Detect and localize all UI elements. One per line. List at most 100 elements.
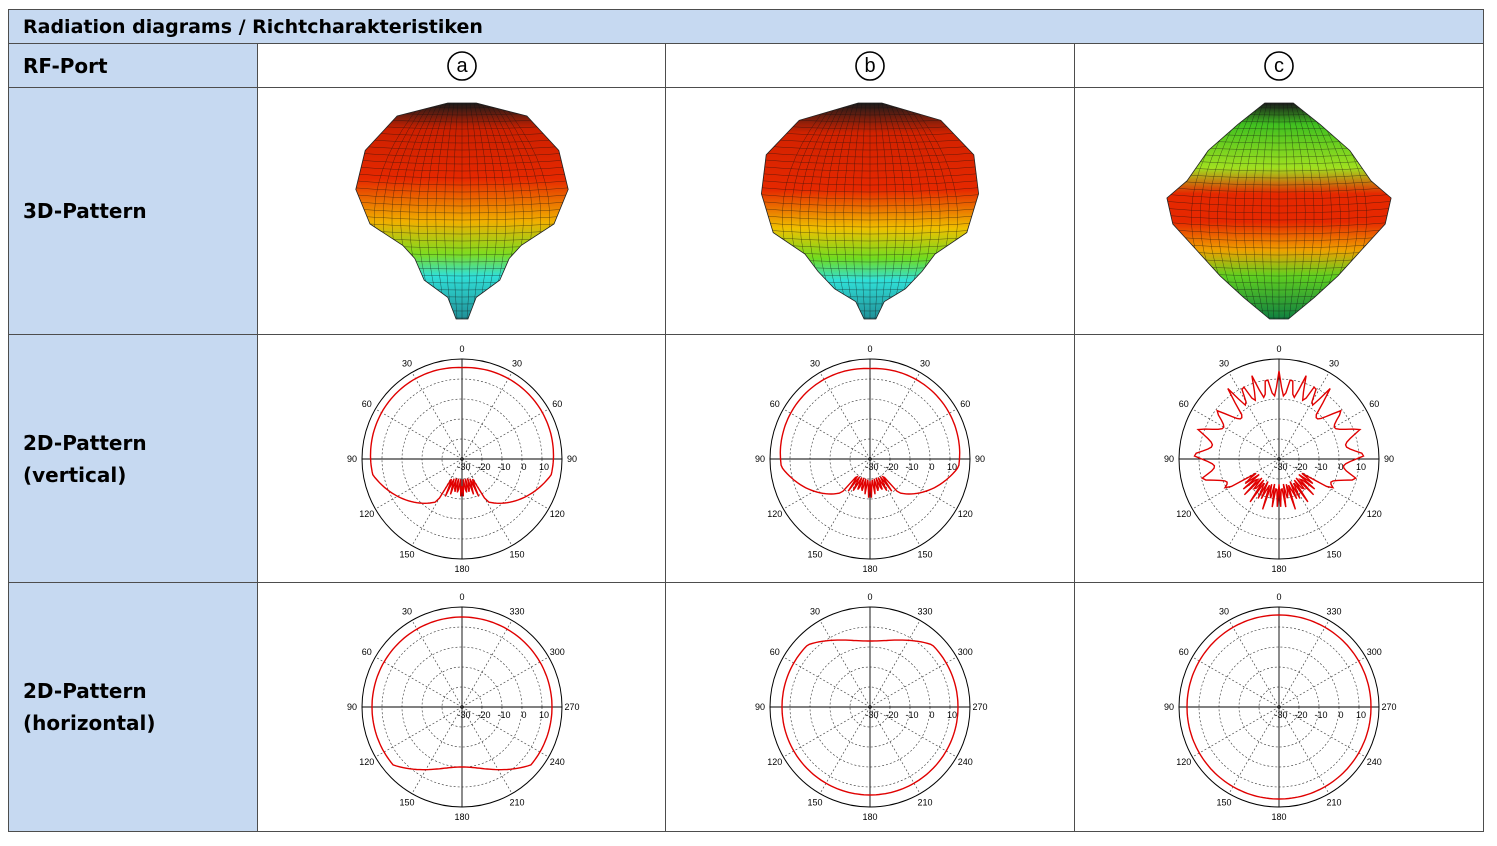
polar-angle-label: 120 [359, 757, 374, 767]
polar-ring-label: 0 [929, 710, 934, 720]
polar-angle-label: 210 [509, 797, 524, 807]
polar-ring-label: -10 [905, 710, 918, 720]
polar-angle-label: 60 [552, 399, 562, 409]
polar-spoke [1278, 706, 1330, 794]
polar-angle-label: 30 [401, 358, 411, 368]
port-a-letter: a [456, 55, 468, 77]
port-c-letter: c [1274, 55, 1284, 77]
polar-angle-label: 60 [361, 647, 371, 657]
polar-angle-label: 300 [1367, 647, 1382, 657]
polar-angle-label: 240 [1367, 757, 1382, 767]
polar-angle-label: 180 [454, 564, 469, 574]
polar-angle-label: 60 [1369, 399, 1379, 409]
pattern3d-b-cell [665, 87, 1075, 335]
polar-angle-label: 90 [975, 454, 985, 464]
polar-angle-label: 0 [1276, 592, 1281, 602]
polar-angle-label: 0 [1276, 344, 1281, 354]
polar-ring-label: -30 [865, 710, 878, 720]
polar-ring-label: 0 [929, 462, 934, 472]
polar-pattern-curve [1186, 614, 1372, 800]
polar-angle-label: 150 [807, 549, 822, 559]
polar-angle-label: 30 [1329, 358, 1339, 368]
polar-ring-label: 0 [1338, 462, 1343, 472]
horizontal-pattern-c-chart: -30 -20 -10 0 10 0 30 330 60 300 90 270 120 240 150 210… [1164, 592, 1397, 822]
vertical-pattern-b-chart: -30 -20 -10 0 10 0 30 30 60 60 90 90 120 120 150 150 180 [755, 344, 985, 574]
polar-spoke [411, 706, 462, 794]
horizontal-c-cell: -30 -20 -10 0 10 0 30 330 60 300 90 270 120 240 150 210… [1074, 582, 1484, 832]
polar-ring-label: 0 [1338, 710, 1343, 720]
polar-angle-label: 300 [549, 647, 564, 657]
polar-pattern-curve [779, 367, 961, 498]
polar-angle-label: 210 [917, 797, 932, 807]
polar-angle-label: 30 [810, 358, 820, 368]
polar-spoke [1192, 656, 1280, 708]
polar-angle-label: 90 [1164, 454, 1174, 464]
port-b-circle-icon: b [855, 50, 885, 81]
polar-ring-label: 10 [1356, 710, 1366, 720]
polar-ring-label: -30 [457, 462, 470, 472]
polar-angle-label: 150 [509, 549, 524, 559]
row-label-2d-vertical-line2: (vertical) [23, 462, 127, 487]
port-c-header: c [1074, 43, 1484, 88]
polar-spoke [819, 371, 871, 459]
polar-angle-label: 270 [1381, 702, 1396, 712]
polar-spoke [461, 706, 512, 794]
polar-ring-label: 10 [538, 710, 548, 720]
vertical-pattern-c-chart: -30 -20 -10 0 10 0 30 30 60 60 90 90 120 120 150 150 180 [1164, 344, 1394, 574]
polar-ring-label: -30 [865, 462, 878, 472]
polar-spoke [374, 656, 462, 708]
polar-ring-label: -20 [1294, 710, 1307, 720]
polar-angle-label: 180 [862, 564, 877, 574]
row-label-2d-vertical-line1: 2D-Pattern [23, 430, 147, 455]
polar-angle-label: 270 [564, 702, 579, 712]
polar-angle-label: 120 [359, 509, 374, 519]
polar-pattern-curve [369, 366, 554, 504]
polar-pattern-curve [781, 639, 959, 796]
polar-spoke [461, 656, 549, 708]
polar-angle-label: 180 [1271, 564, 1286, 574]
polar-spoke [1278, 408, 1366, 459]
polar-spoke [1228, 371, 1280, 459]
polar-angle-label: 90 [346, 702, 356, 712]
polar-grid [769, 358, 971, 559]
polar-angle-label: 60 [361, 399, 371, 409]
horizontal-b-cell: -30 -20 -10 0 10 0 30 330 60 300 90 270 120 240 150 210… [665, 582, 1075, 832]
radiation-table: Radiation diagrams / Richtcharakteristik… [8, 9, 1484, 832]
polar-pattern-curve [1193, 370, 1365, 510]
horizontal-pattern-a-chart: -30 -20 -10 0 10 0 30 330 60 300 90 270 120 240 150 210… [346, 592, 579, 822]
polar-angle-label: 60 [1179, 399, 1189, 409]
polar-spoke [1278, 656, 1366, 708]
polar-spoke [1278, 458, 1330, 546]
polar-ring-label: 10 [1356, 462, 1366, 472]
row-label-2d-horizontal-line2: (horizontal) [23, 711, 156, 735]
polar-spoke [1192, 706, 1280, 758]
polar-grid [769, 606, 971, 808]
polar-grid [1178, 358, 1380, 559]
polar-spoke [869, 620, 921, 708]
polar-spoke [411, 458, 462, 546]
polar-spoke [869, 656, 957, 708]
polar-angle-label: 120 [1176, 757, 1191, 767]
vertical-b-cell: -30 -20 -10 0 10 0 30 30 60 60 90 90 120 120 150 150 180 [665, 334, 1075, 583]
polar-spoke [783, 706, 871, 758]
polar-spoke [1228, 458, 1280, 546]
polar-angle-label: 180 [862, 812, 877, 822]
polar-angle-label: 30 [401, 607, 411, 617]
polar-spoke [461, 620, 512, 708]
polar-angle-label: 120 [549, 509, 564, 519]
vertical-pattern-a-chart: -30 -20 -10 0 10 0 30 30 60 60 90 90 120 120 150 150 180 [346, 344, 576, 574]
polar-angle-label: 60 [960, 399, 970, 409]
polar-angle-label: 120 [767, 757, 782, 767]
polar-angle-label: 240 [549, 757, 564, 767]
polar-spoke [411, 371, 462, 459]
pattern3d-a-cell [257, 87, 666, 335]
polar-angle-label: 270 [972, 702, 987, 712]
polar-spoke [374, 706, 462, 758]
polar-spoke [783, 458, 871, 509]
horizontal-a-cell: -30 -20 -10 0 10 0 30 330 60 300 90 270 120 240 150 210… [257, 582, 666, 832]
polar-grid [361, 358, 562, 559]
polar-angle-label: 150 [1326, 549, 1341, 559]
polar-ring-label: 10 [947, 462, 957, 472]
polar-angle-label: 90 [1384, 454, 1394, 464]
polar-angle-label: 210 [1326, 797, 1341, 807]
